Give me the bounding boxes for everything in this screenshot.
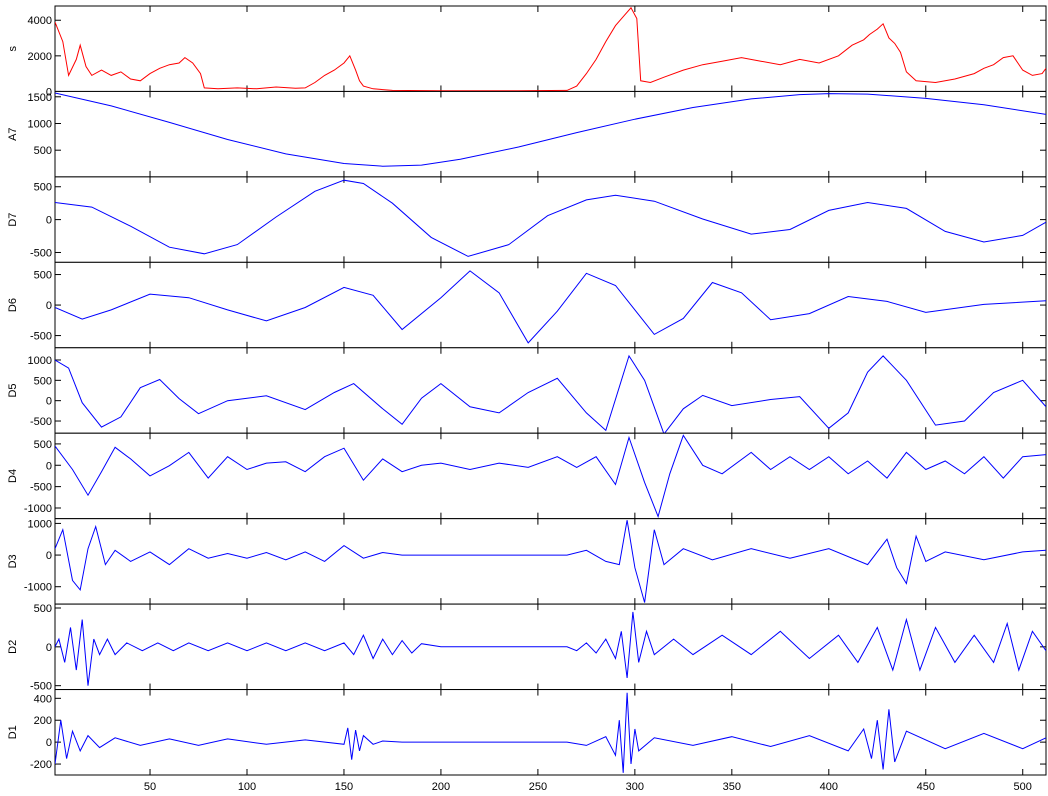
x-tick-label: 500: [1014, 781, 1032, 793]
axes-frame: [54, 432, 1047, 520]
y-tick-label: -1000: [24, 582, 52, 594]
y-axis-label: D5: [7, 383, 19, 397]
y-tick-label: 0: [46, 86, 52, 98]
y-tick-label: -500: [30, 247, 52, 259]
y-tick-label: 500: [34, 270, 52, 282]
x-tick-label: 450: [917, 781, 935, 793]
series-line-d2: [55, 611, 1046, 686]
y-tick-label: 0: [46, 215, 52, 227]
series-line-a7: [55, 92, 1046, 167]
y-tick-label: 1000: [28, 118, 52, 130]
y-tick-label: -500: [30, 681, 52, 693]
series-line-d5: [55, 354, 1046, 434]
panel-d4: -1000 -500 0 500 D4: [7, 432, 1047, 520]
y-tick-label: 1000: [28, 355, 52, 367]
panel-s: 0 2000 4000 s: [7, 5, 1047, 98]
y-axis-label: D2: [7, 640, 19, 654]
x-tick-label: 350: [723, 781, 741, 793]
y-axis-label: D3: [7, 554, 19, 568]
y-tick-label: 400: [34, 693, 52, 705]
x-tick-label: 400: [820, 781, 838, 793]
axes-frame: [54, 518, 1047, 605]
y-tick-label: 200: [34, 715, 52, 727]
panel-d7: -500 0 500 D7: [7, 176, 1047, 263]
axes-frame: [54, 5, 1047, 92]
y-tick-label: 0: [46, 737, 52, 749]
y-tick-label: 500: [34, 439, 52, 451]
y-tick-label: -200: [30, 759, 52, 771]
y-tick-label: 0: [46, 550, 52, 562]
axes-frame: [54, 261, 1047, 349]
panel-d5: -500 0 500 1000 D5: [7, 347, 1047, 434]
y-axis-label: D4: [7, 469, 19, 483]
x-tick-label: 150: [335, 781, 353, 793]
y-tick-label: 500: [34, 375, 52, 387]
y-axis-label: A7: [7, 127, 19, 140]
series-line-d1: [55, 692, 1046, 773]
axes-frame: [54, 347, 1047, 434]
x-tick-label: 200: [432, 781, 450, 793]
axes-frame: [54, 689, 1047, 776]
axes-frame: [54, 90, 1047, 178]
y-tick-label: -1000: [24, 503, 52, 515]
y-tick-label: 500: [34, 603, 52, 615]
x-tick-label: 100: [238, 781, 256, 793]
x-tick-label: 250: [529, 781, 547, 793]
series-line-d3: [55, 520, 1046, 603]
y-axis-label: D6: [7, 298, 19, 312]
panel-d1: -200 0 200 400 D1: [7, 689, 1047, 776]
series-line-s: [55, 6, 1046, 92]
y-tick-label: -500: [30, 331, 52, 343]
y-tick-label: -500: [30, 482, 52, 494]
y-tick-label: 2000: [28, 51, 52, 63]
y-tick-label: 4000: [28, 15, 52, 27]
x-tick-label: 50: [144, 781, 156, 793]
series-line-d6: [55, 270, 1046, 344]
panel-d2: -500 0 500 D2: [7, 603, 1047, 693]
y-tick-label: 1000: [28, 518, 52, 530]
y-tick-label: -500: [30, 416, 52, 428]
y-tick-label: 0: [46, 396, 52, 408]
y-tick-label: 0: [46, 460, 52, 472]
panel-d6: -500 0 500 D6: [7, 261, 1047, 349]
panel-a7: 500 1000 1500 A7: [7, 90, 1047, 178]
y-axis-label: D1: [7, 725, 19, 739]
y-tick-label: 0: [46, 300, 52, 312]
y-tick-label: 500: [34, 182, 52, 194]
axes-frame: [54, 176, 1047, 263]
y-axis-label: s: [7, 45, 19, 51]
y-tick-label: 500: [34, 145, 52, 157]
panel-d3: -1000 0 1000 D3: [7, 518, 1047, 605]
y-tick-label: 1500: [28, 92, 52, 104]
x-tick-label: 300: [626, 781, 644, 793]
y-axis-label: D7: [7, 213, 19, 227]
x-axis: 50 100 150 200 250 300 350 400 450 500: [144, 781, 1032, 793]
y-tick-label: 0: [46, 642, 52, 654]
series-line-d7: [55, 179, 1046, 257]
series-line-d4: [55, 434, 1046, 519]
